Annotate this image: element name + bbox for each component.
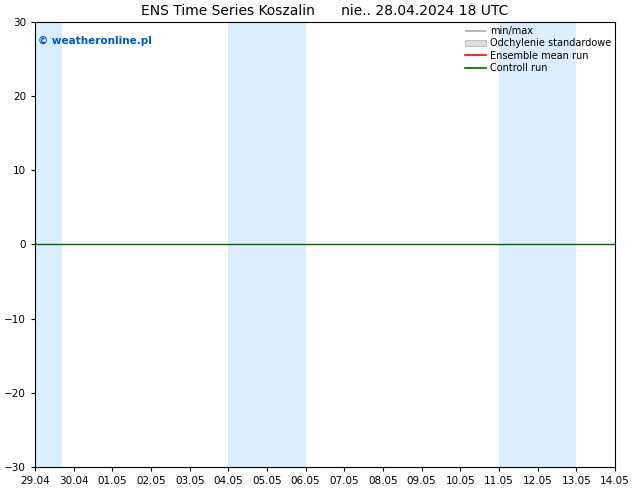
Text: © weatheronline.pl: © weatheronline.pl [38,35,152,46]
Title: ENS Time Series Koszalin      nie.. 28.04.2024 18 UTC: ENS Time Series Koszalin nie.. 28.04.202… [141,4,508,18]
Bar [35,22,62,467]
Legend: min/max, Odchylenie standardowe, Ensemble mean run, Controll run: min/max, Odchylenie standardowe, Ensembl… [463,24,613,75]
Bar [499,22,576,467]
Bar [228,22,306,467]
